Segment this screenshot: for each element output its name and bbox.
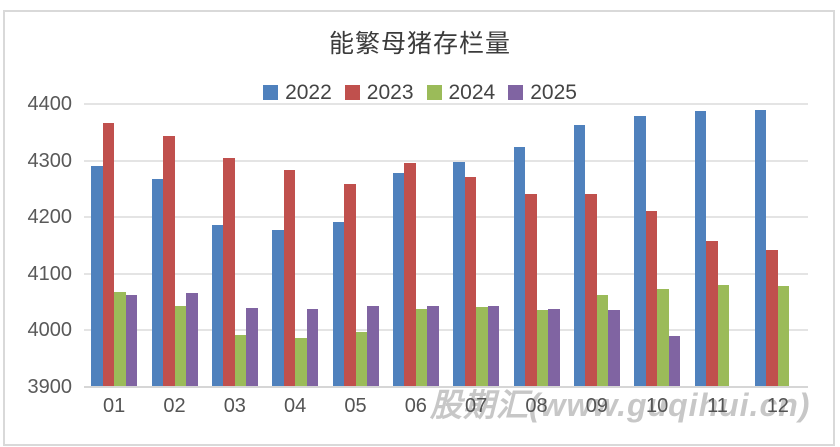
y-gridline: [84, 216, 808, 218]
legend-swatch-icon: [508, 85, 524, 100]
bar-2022-02: [151, 178, 163, 387]
x-axis-tick-label: 08: [525, 395, 548, 417]
legend-item-2025: 2025: [508, 82, 577, 103]
bar-2023-12: [766, 249, 778, 387]
x-axis-tick-label: 02: [163, 395, 186, 417]
bar-2024-11: [717, 284, 729, 387]
bar-2023-01: [102, 122, 115, 387]
y-axis-tick-label: 4000: [27, 319, 73, 341]
bar-2023-10: [645, 211, 658, 387]
bar-2024-03: [234, 334, 247, 387]
bar-2025-07: [487, 306, 500, 387]
watermark-text: 股期汇(www.guqihui.cn): [430, 387, 811, 423]
y-gridline: [84, 272, 808, 275]
bar-2023-02: [163, 136, 175, 387]
y-axis-tick-label: 3900: [27, 375, 73, 398]
legend-swatch-icon: [263, 85, 279, 100]
bar-2024-05: [355, 332, 367, 387]
bar-2022-09: [573, 125, 586, 387]
bar-2022-07: [453, 161, 465, 387]
bar-2023-07: [464, 176, 477, 387]
bar-2022-05: [332, 221, 344, 387]
bar-2023-11: [706, 240, 718, 387]
y-gridline: [84, 329, 808, 331]
y-axis-tick-label: 4200: [27, 206, 73, 228]
bar-2023-04: [283, 169, 296, 387]
x-axis-tick-label: 11: [707, 395, 728, 417]
bar-2024-07: [476, 306, 488, 387]
bar-2025-08: [548, 308, 560, 387]
bar-2025-10: [668, 335, 681, 387]
bar-2025-01: [125, 294, 138, 387]
bar-2024-02: [174, 306, 186, 387]
bar-2023-06: [404, 162, 416, 387]
legend-label: 2025: [530, 81, 577, 104]
chart-legend: 2022 2023 2024 2025: [0, 82, 840, 103]
x-axis-tick-label: 06: [404, 395, 427, 417]
bar-2023-05: [344, 184, 356, 387]
x-axis-tick-label: 01: [103, 395, 126, 417]
legend-swatch-icon: [344, 85, 360, 100]
bar-2025-09: [608, 310, 620, 387]
chart-title: 能繁母猪存栏量: [328, 30, 511, 58]
legend-label: 2024: [448, 81, 496, 104]
bar-2024-06: [415, 308, 428, 387]
bar-2022-06: [392, 173, 405, 387]
x-axis-tick-label: 04: [284, 395, 307, 417]
bar-2024-10: [657, 288, 669, 387]
x-axis-tick-label: 09: [585, 395, 608, 417]
legend-item-2022: 2022: [263, 82, 332, 103]
bar-2024-12: [777, 285, 790, 387]
legend-item-2024: 2024: [426, 81, 496, 104]
bar-2025-04: [306, 308, 319, 387]
x-axis-tick-label: 05: [344, 395, 367, 417]
legend-swatch-icon: [426, 85, 442, 100]
bar-2022-11: [694, 110, 706, 387]
y-gridline: [84, 159, 808, 162]
bar-2022-08: [513, 146, 525, 387]
y-gridline: [84, 103, 808, 105]
bar-2022-12: [754, 109, 767, 387]
legend-label: 2023: [366, 81, 414, 104]
x-axis-line: [84, 385, 808, 388]
bar-2022-10: [634, 115, 646, 387]
legend-item-2023: 2023: [344, 81, 414, 104]
x-axis-tick-label: 12: [766, 395, 789, 417]
bar-2022-03: [211, 225, 224, 387]
bar-2025-02: [186, 292, 198, 387]
x-axis-tick-label: 10: [646, 395, 669, 417]
bar-2023-03: [223, 157, 235, 387]
bar-2025-05: [367, 306, 379, 387]
bar-2024-04: [295, 337, 307, 387]
x-axis-tick-label: 07: [465, 395, 488, 417]
chart-frame-border: [3, 10, 835, 446]
bar-2023-09: [585, 194, 597, 387]
y-axis-tick-label: 4400: [27, 93, 73, 115]
bar-2024-08: [536, 309, 548, 387]
bar-2025-06: [427, 305, 439, 387]
bar-2022-01: [91, 166, 103, 387]
legend-label: 2022: [285, 81, 332, 104]
bar-2025-03: [246, 307, 258, 387]
bar-2024-01: [114, 292, 126, 387]
y-axis-tick-label: 4100: [27, 262, 73, 285]
y-axis-tick-label: 4300: [27, 149, 73, 172]
bar-2024-09: [596, 294, 609, 387]
bar-2023-08: [525, 193, 537, 387]
x-axis-tick-label: 03: [223, 395, 246, 417]
bar-2022-04: [272, 229, 284, 387]
